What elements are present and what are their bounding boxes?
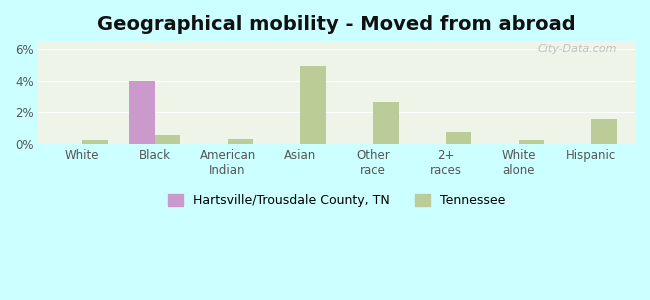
Text: City-Data.com: City-Data.com [538,44,617,54]
Title: Geographical mobility - Moved from abroad: Geographical mobility - Moved from abroa… [98,15,576,34]
Bar [82,140,108,144]
Bar [227,139,253,144]
Bar [519,140,544,144]
Bar [129,81,155,144]
Bar [155,135,180,144]
Bar [300,66,326,144]
Bar [446,132,471,144]
Bar [592,119,617,144]
Bar [373,102,398,144]
Legend: Hartsville/Trousdale County, TN, Tennessee: Hartsville/Trousdale County, TN, Tenness… [163,189,510,212]
